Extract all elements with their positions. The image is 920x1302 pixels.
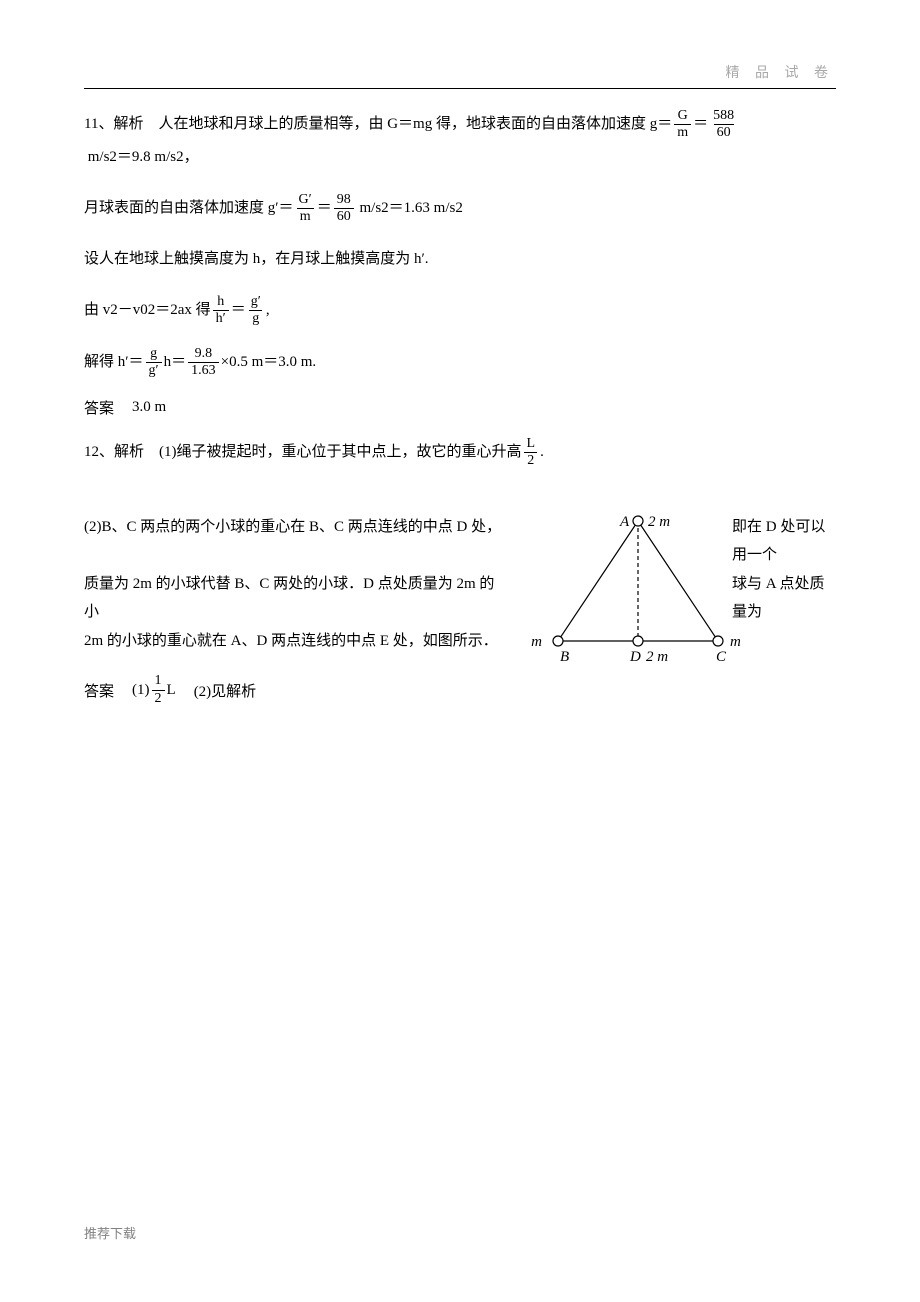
answer-part2: (2)见解析 [194,680,257,701]
fraction: 9.8 1.63 [188,346,219,379]
fraction: G′ m [296,192,315,225]
frac-num: g [147,346,160,362]
frac-num: L [524,436,539,452]
triangle-diagram: A2 mmBmCD2 m [528,501,748,681]
text: (1) [132,682,150,699]
text: , [266,294,270,327]
q12-part2-block: (2)B、C 两点的两个小球的重心在 B、C 两点连线的中点 D 处， 即在 D… [84,513,836,656]
frac-den: m [674,124,691,141]
footer-text: 推荐下载 [84,1223,136,1242]
text: . [540,436,544,469]
frac-den: 60 [334,208,354,225]
text: L [167,682,176,699]
frac-den: g′ [146,362,162,379]
text: (2)B、C 两点的两个小球的重心在 B、C 两点连线的中点 D 处， [84,513,504,570]
q11-line5: 解得 h′＝ g g′ h＝ 9.8 1.63 ×0.5 m＝3.0 m. [84,346,836,379]
frac-num: 98 [334,192,354,208]
frac-den: 2 [524,452,537,469]
frac-den: 1.63 [188,362,219,379]
frac-num: g′ [248,294,264,310]
text: ＝ [317,192,332,225]
svg-text:C: C [716,649,727,665]
q11-line1: 11、解析 人在地球和月球上的质量相等，由 G＝mg 得，地球表面的自由落体加速… [84,108,836,174]
fraction: G m [674,108,691,141]
text: 人在地球和月球上的质量相等，由 G＝mg 得，地球表面的自由落体加速度 g＝ [143,108,672,141]
frac-den: h′ [213,310,229,327]
fraction: 98 60 [334,192,354,225]
fraction: 1 2 [152,673,165,706]
text: m/s2＝9.8 m/s2， [84,141,199,174]
text: ＝ [231,294,246,327]
frac-num: 588 [710,108,737,124]
frac-num: 1 [152,673,165,689]
q11-line2: 月球表面的自由落体加速度 g′＝ G′ m ＝ 98 60 m/s2＝1.63 … [84,192,836,225]
text: m/s2＝1.63 m/s2 [356,192,463,225]
answer-label: 答案 [84,397,114,418]
svg-text:2 m: 2 m [648,514,670,530]
text: (1)绳子被提起时，重心位于其中点上，故它的重心升高 [144,436,522,469]
q12-line1: 12、解析 (1)绳子被提起时，重心位于其中点上，故它的重心升高 L 2 . [84,436,836,469]
fraction: h h′ [213,294,229,327]
answer-label: 答案 [84,680,114,701]
answer-value: 3.0 m [132,399,166,416]
frac-den: m [297,208,314,225]
fraction: 588 60 [710,108,737,141]
page-content: 11、解析 人在地球和月球上的质量相等，由 G＝mg 得，地球表面的自由落体加速… [84,108,836,725]
answer-part1: (1) 1 2 L [132,673,176,706]
q11-answer: 答案 3.0 m [84,397,836,418]
text: ＝ [693,108,708,141]
header-rule [84,88,836,89]
frac-num: G′ [296,192,315,208]
header-watermark: 精 品 试 卷 [726,62,835,82]
frac-num: h [214,294,227,310]
fraction: g′ g [248,294,264,327]
q11-label: 11、解析 [84,108,143,141]
frac-den: g [249,310,262,327]
svg-text:m: m [531,634,542,650]
text: 由 v2－v02＝2ax 得 [84,294,211,327]
svg-text:A: A [619,514,630,530]
fraction: g g′ [146,346,162,379]
svg-text:2 m: 2 m [646,649,668,665]
text: 设人在地球上触摸高度为 h，在月球上触摸高度为 h′. [84,243,429,276]
frac-den: 2 [152,690,165,707]
frac-den: 60 [714,124,734,141]
text: h＝ [164,346,187,379]
frac-num: 9.8 [192,346,216,362]
q12-label: 12、解析 [84,436,144,469]
fraction: L 2 [524,436,539,469]
frac-num: G [675,108,691,124]
text: 月球表面的自由落体加速度 g′＝ [84,192,294,225]
q11-line4: 由 v2－v02＝2ax 得 h h′ ＝ g′ g , [84,294,836,327]
text: 质量为 2m 的小球代替 B、C 两处的小球．D 点处质量为 2m 的小 [84,570,504,627]
q11-line3: 设人在地球上触摸高度为 h，在月球上触摸高度为 h′. [84,243,836,276]
text: ×0.5 m＝3.0 m. [221,346,317,379]
text: 解得 h′＝ [84,346,144,379]
svg-text:m: m [730,634,741,650]
svg-text:B: B [560,649,569,665]
svg-text:D: D [629,649,641,665]
